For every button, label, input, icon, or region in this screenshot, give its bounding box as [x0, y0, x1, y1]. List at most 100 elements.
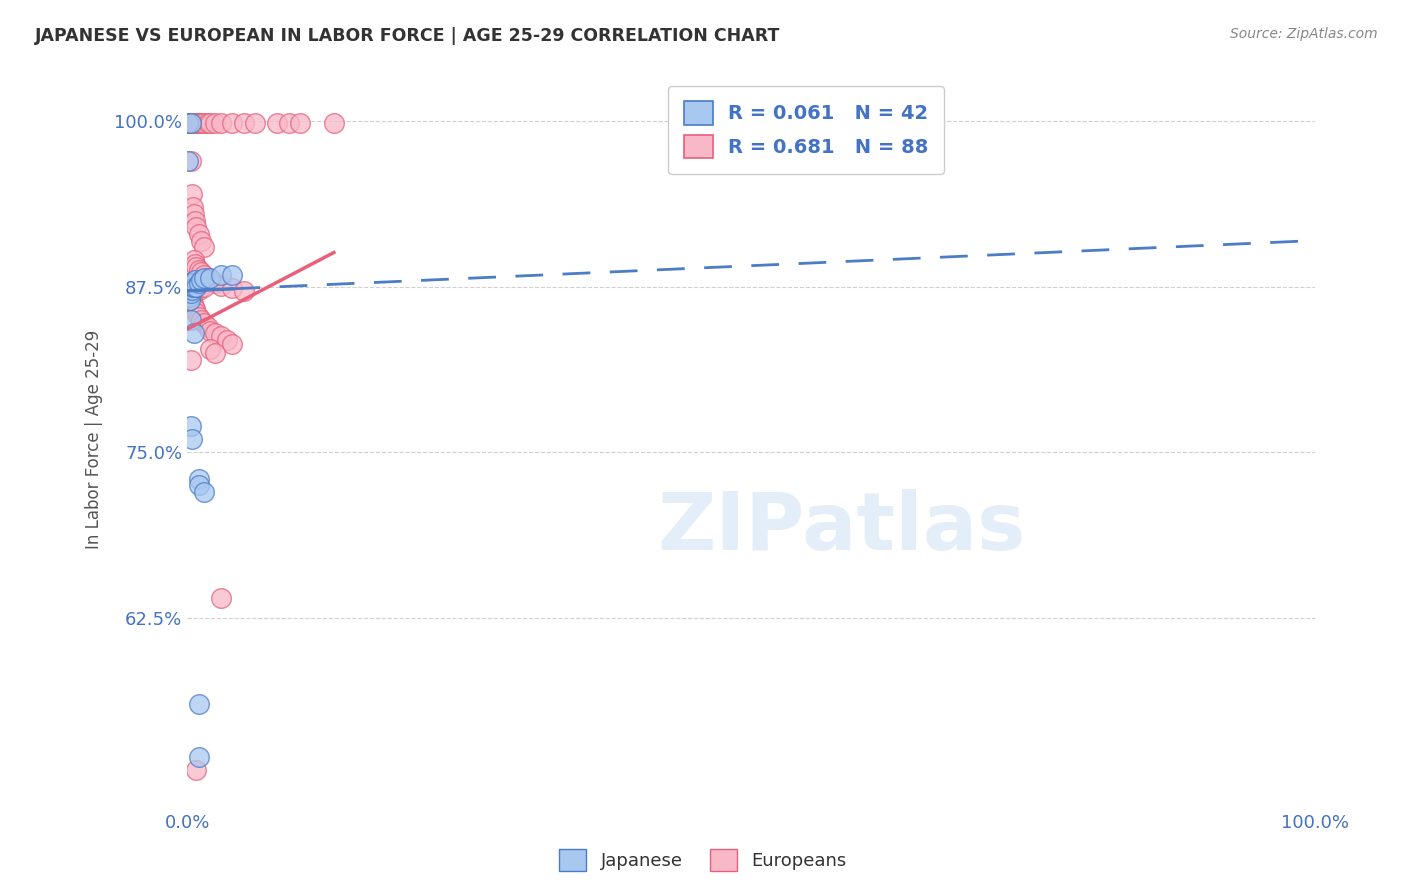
Point	[180, 187, 202, 202]
Point	[187, 478, 209, 492]
Point	[197, 319, 219, 334]
Point	[180, 432, 202, 446]
Point	[181, 280, 204, 294]
Point	[180, 286, 202, 301]
Point	[186, 260, 208, 274]
Point	[181, 280, 204, 294]
Point	[184, 257, 207, 271]
Point	[193, 280, 215, 294]
Point	[197, 270, 219, 285]
Point	[180, 280, 202, 294]
Point	[177, 116, 200, 130]
Point	[188, 116, 211, 130]
Point	[186, 280, 208, 294]
Point	[184, 283, 207, 297]
Point	[190, 273, 212, 287]
Point	[187, 310, 209, 325]
Point	[179, 116, 201, 130]
Point	[193, 270, 215, 285]
Point	[184, 116, 207, 130]
Point	[204, 276, 226, 290]
Point	[180, 276, 202, 290]
Point	[180, 280, 202, 294]
Point	[266, 116, 288, 130]
Point	[180, 116, 202, 130]
Point	[183, 207, 205, 221]
Point	[193, 268, 215, 282]
Point	[179, 276, 201, 290]
Point	[209, 278, 232, 293]
Point	[179, 283, 201, 297]
Point	[197, 116, 219, 130]
Point	[187, 227, 209, 241]
Text: ZIPatlas: ZIPatlas	[657, 489, 1025, 567]
Point	[190, 313, 212, 327]
Point	[186, 116, 208, 130]
Point	[187, 262, 209, 277]
Point	[187, 697, 209, 711]
Point	[183, 280, 205, 294]
Point	[187, 283, 209, 297]
Legend: R = 0.061   N = 42, R = 0.681   N = 88: R = 0.061 N = 42, R = 0.681 N = 88	[668, 86, 945, 174]
Point	[221, 268, 243, 282]
Point	[198, 273, 221, 287]
Point	[187, 749, 209, 764]
Point	[215, 333, 238, 347]
Point	[187, 276, 209, 290]
Point	[193, 485, 215, 500]
Point	[204, 326, 226, 341]
Point	[183, 116, 205, 130]
Point	[186, 280, 208, 294]
Point	[277, 116, 299, 130]
Point	[221, 281, 243, 295]
Point	[193, 316, 215, 330]
Point	[177, 286, 200, 301]
Point	[180, 276, 202, 290]
Point	[180, 283, 202, 297]
Point	[198, 324, 221, 338]
Point	[184, 302, 207, 317]
Point	[179, 290, 201, 304]
Point	[209, 116, 232, 130]
Point	[180, 283, 202, 297]
Point	[232, 116, 254, 130]
Point	[184, 280, 207, 294]
Point	[180, 280, 202, 294]
Point	[204, 116, 226, 130]
Point	[181, 283, 204, 297]
Point	[322, 116, 344, 130]
Point	[186, 276, 208, 290]
Point	[190, 116, 212, 130]
Point	[180, 293, 202, 307]
Point	[183, 276, 205, 290]
Text: JAPANESE VS EUROPEAN IN LABOR FORCE | AGE 25-29 CORRELATION CHART: JAPANESE VS EUROPEAN IN LABOR FORCE | AG…	[35, 27, 780, 45]
Point	[288, 116, 311, 130]
Point	[187, 116, 209, 130]
Point	[184, 213, 207, 227]
Point	[180, 276, 202, 290]
Point	[181, 201, 204, 215]
Point	[186, 220, 208, 235]
Point	[198, 116, 221, 130]
Point	[177, 276, 200, 290]
Point	[183, 253, 205, 268]
Point	[184, 276, 207, 290]
Point	[221, 336, 243, 351]
Point	[186, 763, 208, 777]
Point	[209, 591, 232, 605]
Point	[193, 116, 215, 130]
Point	[179, 283, 201, 297]
Point	[179, 280, 201, 294]
Point	[190, 280, 212, 294]
Point	[187, 280, 209, 294]
Point	[179, 280, 201, 294]
Point	[243, 116, 266, 130]
Point	[181, 276, 204, 290]
Point	[186, 116, 208, 130]
Point	[221, 116, 243, 130]
Point	[204, 346, 226, 360]
Point	[180, 116, 202, 130]
Point	[181, 297, 204, 311]
Point	[183, 280, 205, 294]
Point	[180, 154, 202, 169]
